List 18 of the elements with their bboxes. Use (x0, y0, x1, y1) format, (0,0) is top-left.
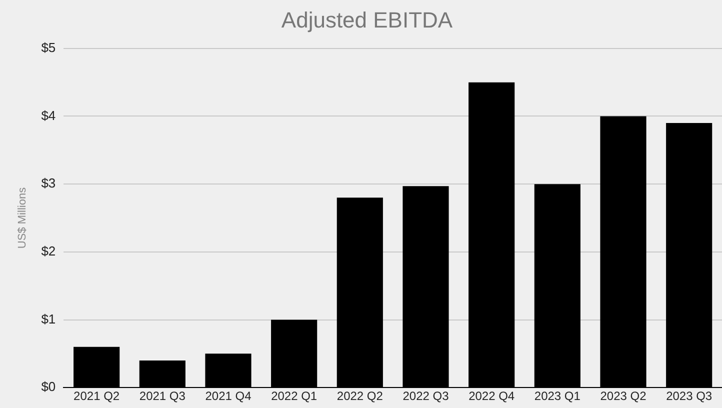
x-tick-label: 2023 Q1 (534, 389, 581, 404)
y-tick-label: $0 (41, 379, 56, 394)
x-tick-label: 2023 Q3 (666, 389, 712, 404)
y-tick-label: $1 (41, 311, 56, 326)
x-tick-label: 2022 Q3 (402, 389, 450, 404)
x-tick-label: 2022 Q2 (336, 389, 384, 404)
x-tick-label: 2022 Q4 (468, 389, 515, 404)
y-tick-label: $5 (41, 40, 56, 55)
x-tick-label: 2022 Q1 (271, 389, 318, 404)
chart-title: Adjusted EBITDA (281, 7, 453, 32)
x-tick-label: 2021 Q3 (139, 389, 186, 404)
y-tick-label: $4 (41, 108, 56, 123)
y-tick-label: $3 (41, 176, 56, 191)
y-axis-title: US$ Millions (16, 186, 29, 249)
x-tick-label: 2021 Q2 (74, 389, 120, 404)
y-tick-label: $2 (41, 244, 56, 258)
x-tick-label: 2021 Q4 (205, 389, 252, 404)
x-tick-label: 2023 Q2 (600, 389, 647, 404)
